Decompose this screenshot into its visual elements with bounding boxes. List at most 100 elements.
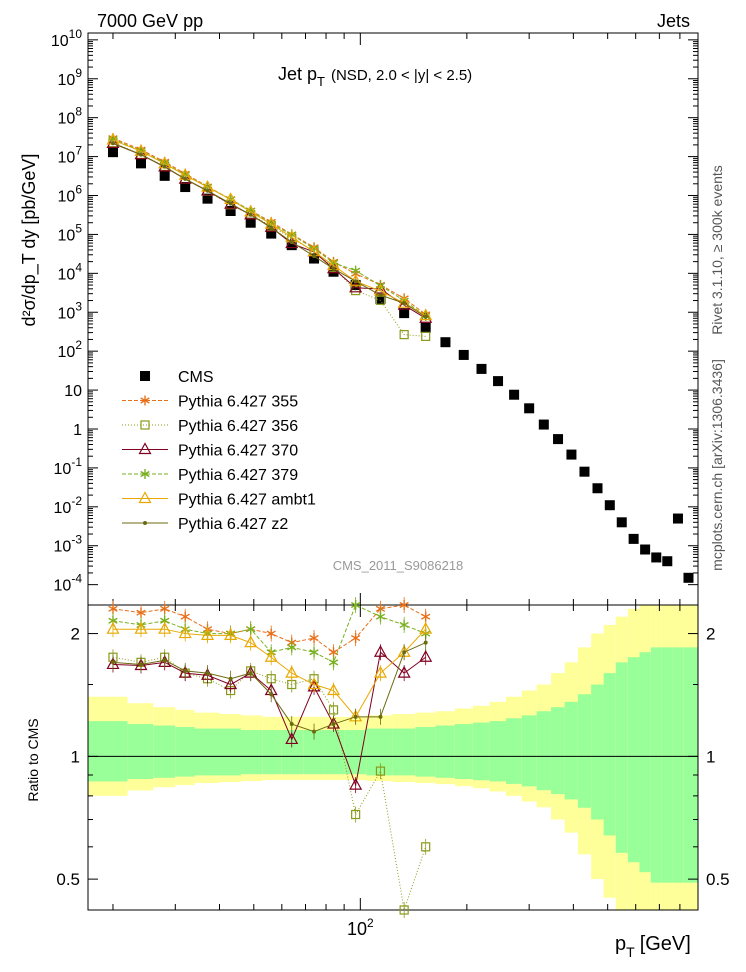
mc-main-point	[138, 152, 143, 157]
band-inner-bin	[683, 647, 698, 883]
legend-entry: CMS	[140, 369, 214, 386]
mc-ratio-point	[399, 905, 409, 915]
marker-shape	[375, 766, 386, 776]
marker-stroke	[350, 634, 361, 642]
mc-ratio-point	[246, 624, 256, 635]
ratio-tick-label: 0.5	[56, 870, 80, 889]
mc-ratio-point	[160, 603, 170, 614]
ratio-plot-frame	[87, 604, 699, 911]
mc-ratio-point	[421, 842, 431, 852]
band-inner-bin	[661, 647, 673, 883]
band-inner-bin	[454, 724, 473, 779]
mc-ratio-point	[110, 660, 115, 665]
band-inner-bin	[591, 684, 604, 820]
marker-stroke	[160, 159, 170, 167]
marker-shape	[349, 280, 363, 293]
mc-main-point	[353, 279, 358, 284]
band-inner-bin	[88, 721, 128, 782]
marker-shape	[419, 621, 433, 634]
marker-shape	[378, 293, 383, 298]
mc-main-point	[312, 254, 317, 259]
mc-ratio-point	[397, 665, 411, 678]
marker-shape	[224, 677, 238, 690]
mc-main-point	[201, 183, 215, 196]
cms-data-point	[286, 240, 297, 251]
mc-main-line	[112, 138, 426, 317]
marker-shape	[672, 513, 683, 524]
mc-main-point	[421, 331, 431, 341]
mc-ratio-line	[112, 628, 427, 718]
marker-shape	[245, 217, 256, 228]
marker-stroke	[160, 617, 170, 624]
cms-data-point	[524, 403, 535, 414]
cms-data-point	[683, 572, 694, 583]
x-axis-label: pT [GeV]	[615, 933, 691, 960]
mc-main-point	[423, 314, 428, 319]
mc-ratio-point	[264, 649, 278, 662]
marker-shape	[162, 164, 167, 169]
y-tick-label: 1	[73, 422, 82, 439]
marker-shape	[224, 628, 238, 640]
marker-shape	[378, 714, 383, 719]
marker-shape	[604, 500, 615, 511]
marker-shape	[178, 171, 192, 184]
mc-ratio-point	[266, 628, 276, 639]
marker-shape	[312, 729, 317, 734]
marker-shape	[158, 159, 172, 172]
legend-label: Pythia 6.427 356	[178, 418, 298, 435]
marker-shape	[538, 419, 549, 430]
mc-ratio-point	[134, 621, 148, 634]
mc-main-point	[402, 301, 407, 306]
y-tick-label: 1010	[51, 27, 82, 50]
mc-ratio-point	[224, 628, 238, 640]
marker-shape	[134, 621, 148, 634]
marker-stroke	[140, 470, 150, 478]
marker-shape	[183, 668, 188, 673]
mc-main-point	[350, 265, 361, 276]
marker-shape	[264, 649, 278, 662]
mc-ratio-point	[108, 603, 118, 614]
mc-main-point	[106, 136, 120, 148]
marker-shape	[553, 434, 564, 445]
mc-ratio-point	[106, 621, 120, 634]
marker-shape	[289, 722, 294, 727]
mc-ratio-point	[285, 732, 299, 745]
marker-stroke	[399, 601, 409, 609]
marker-stroke	[420, 613, 431, 620]
cms-data-point	[604, 500, 615, 511]
cms-data-point	[180, 182, 191, 193]
ratio-tick-label: 2	[71, 625, 80, 644]
marker-shape	[640, 544, 651, 555]
mc-ratio-point	[375, 766, 386, 776]
header-right: Jets	[657, 11, 690, 31]
band-inner-bin	[303, 730, 325, 775]
band-inner-bin	[127, 724, 154, 779]
marker-shape	[180, 182, 191, 193]
marker-shape	[138, 152, 143, 157]
legend-label: Pythia 6.427 z2	[178, 516, 288, 533]
marker-shape	[289, 240, 294, 245]
legend-label: Pythia 6.427 370	[178, 443, 298, 460]
marker-shape	[106, 136, 120, 148]
marker-shape	[373, 665, 387, 678]
marker-shape	[524, 403, 535, 414]
marker-shape	[421, 331, 431, 341]
mc-ratio-point	[402, 650, 407, 655]
y-tick-label: 102	[58, 338, 83, 361]
marker-shape	[331, 266, 336, 271]
marker-shape	[509, 389, 520, 400]
marker-shape	[566, 449, 577, 460]
ratio-tick-label-right: 2	[706, 625, 715, 644]
marker-shape	[423, 314, 428, 319]
band-inner-bin	[551, 707, 565, 795]
legend-marker	[138, 491, 152, 504]
marker-stroke	[140, 397, 150, 404]
marker-shape	[399, 905, 409, 915]
marker-shape	[285, 665, 299, 678]
marker-stroke	[309, 649, 319, 656]
marker-shape	[138, 442, 152, 455]
mc-ratio-point	[423, 640, 428, 645]
marker-shape	[285, 732, 299, 745]
marker-shape	[178, 626, 192, 639]
mc-main-point	[228, 201, 233, 206]
